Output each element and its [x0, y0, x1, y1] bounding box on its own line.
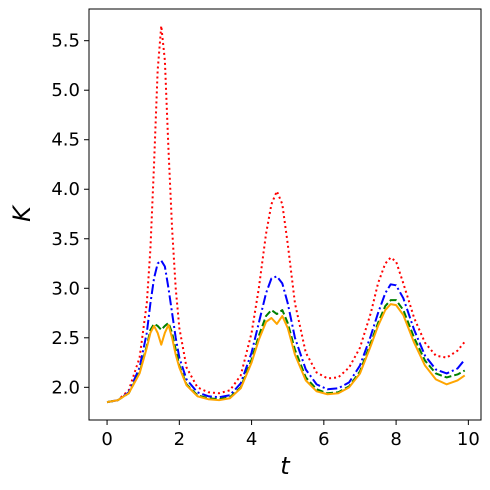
- x-tick-label: 4: [246, 429, 257, 450]
- x-tick-label: 6: [318, 429, 329, 450]
- x-tick-label: 0: [101, 429, 112, 450]
- y-tick-label: 2.5: [51, 328, 80, 349]
- y-tick-label: 4.0: [51, 179, 80, 200]
- series-layer: [106, 24, 466, 404]
- plot-frame: [88, 8, 482, 421]
- y-axis: 2.0 2.5 3.0 3.5 4.0 4.5 5.0 5.5: [51, 31, 89, 398]
- y-tick-label: 5.0: [51, 80, 80, 101]
- series-line-3: [106, 299, 466, 404]
- y-tick-label: 3.5: [51, 229, 80, 250]
- x-axis-label: t: [280, 452, 291, 480]
- x-tick-label: 10: [457, 429, 480, 450]
- y-axis-label: K: [8, 204, 36, 222]
- y-tick-label: 3.0: [51, 278, 80, 299]
- x-tick-label: 8: [390, 429, 401, 450]
- x-tick-label: 2: [174, 429, 185, 450]
- x-axis: 0 2 4 6 8 10: [101, 420, 480, 450]
- series-line-4: [106, 303, 466, 404]
- y-tick-label: 2.0: [51, 377, 80, 398]
- y-tick-label: 4.5: [51, 130, 80, 151]
- series-line-2: [106, 259, 466, 404]
- y-tick-label: 5.5: [51, 31, 80, 52]
- series-line-1: [106, 24, 466, 404]
